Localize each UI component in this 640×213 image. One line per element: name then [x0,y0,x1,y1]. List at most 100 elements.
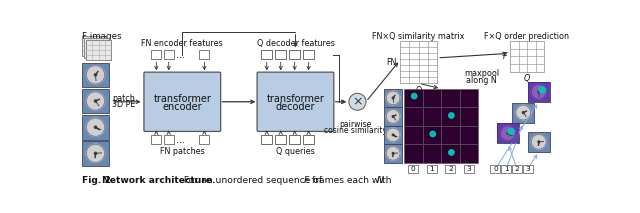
Text: 1: 1 [278,52,283,58]
Circle shape [86,144,105,163]
Bar [460,107,478,126]
Text: FN×Q similarity matrix: FN×Q similarity matrix [372,33,465,42]
Bar [497,123,518,143]
Bar [289,50,300,59]
Bar [303,135,314,144]
Circle shape [86,92,105,110]
Text: 1: 1 [429,166,434,172]
Bar [164,50,174,59]
Text: FN encoder features: FN encoder features [141,39,223,48]
Bar [199,135,209,144]
Text: F: F [502,52,507,61]
Text: FN patches: FN patches [160,147,205,156]
Bar [422,107,441,126]
Bar [289,135,300,144]
Circle shape [412,93,417,99]
Bar [303,50,314,59]
Bar [81,89,109,113]
Circle shape [386,91,400,105]
Text: 2: 2 [292,137,297,142]
Bar [528,82,550,102]
Text: 0: 0 [411,166,415,172]
Text: cosine similarity: cosine similarity [324,127,387,135]
Circle shape [386,109,400,123]
FancyBboxPatch shape [257,72,334,131]
Bar [460,89,478,107]
Circle shape [430,131,435,137]
Text: ...: ... [176,50,185,60]
Text: Q: Q [415,86,422,95]
Text: Q decoder features: Q decoder features [257,39,334,48]
Text: Fig. 2:: Fig. 2: [81,176,114,185]
Text: 3: 3 [467,166,472,172]
Text: 0: 0 [493,166,498,172]
Bar [490,165,500,173]
Bar [151,50,161,59]
Bar [261,50,272,59]
Bar [422,89,441,107]
Bar [441,107,460,126]
Bar [404,144,422,163]
Bar [81,115,109,140]
Text: Network architecture.: Network architecture. [102,176,216,185]
Bar [164,135,174,144]
Text: 3: 3 [307,137,311,142]
Circle shape [392,153,394,154]
Text: F: F [304,176,309,185]
Text: frames each with: frames each with [309,176,395,185]
Circle shape [86,118,105,136]
Text: For an unordered sequence of: For an unordered sequence of [180,176,324,185]
Bar [275,135,286,144]
Bar [384,126,403,144]
Bar [384,89,403,107]
Text: 3D PE: 3D PE [112,100,135,109]
Text: along N: along N [466,76,497,85]
Circle shape [449,113,454,118]
Bar [513,103,534,122]
Text: 2: 2 [292,52,297,58]
Circle shape [392,134,394,136]
Bar [528,132,550,152]
Circle shape [531,134,547,149]
Circle shape [538,91,540,93]
Text: encoder: encoder [163,102,202,112]
Bar [528,82,550,102]
Circle shape [386,128,400,142]
Circle shape [500,126,515,141]
Text: F images: F images [81,32,121,41]
Bar [445,165,456,173]
Text: transformer: transformer [266,94,324,104]
Text: pairwise: pairwise [339,120,371,129]
Bar [384,144,403,163]
Bar [84,38,109,58]
Bar [261,135,272,144]
Bar [501,165,511,173]
Text: ...: ... [176,135,185,144]
Bar [408,165,419,173]
Circle shape [538,141,540,143]
Text: 3: 3 [525,166,531,172]
Circle shape [539,87,545,93]
Circle shape [508,128,514,134]
Text: F×Q order prediction: F×Q order prediction [484,33,569,42]
Circle shape [94,152,97,154]
Circle shape [522,112,524,114]
Bar [422,144,441,163]
Bar [512,165,522,173]
Text: Q queries: Q queries [276,147,315,156]
Text: 0: 0 [264,52,269,58]
Circle shape [94,74,97,76]
Bar [404,89,422,107]
Circle shape [392,116,394,117]
Text: 1: 1 [278,137,283,142]
Bar [151,135,161,144]
Text: Q: Q [524,74,531,83]
Text: decoder: decoder [276,102,316,112]
Bar [384,107,403,126]
Bar [497,123,518,143]
Circle shape [386,147,400,160]
Bar [86,40,111,60]
Text: 0: 0 [264,137,269,142]
Bar [510,41,544,72]
Bar [404,126,422,144]
